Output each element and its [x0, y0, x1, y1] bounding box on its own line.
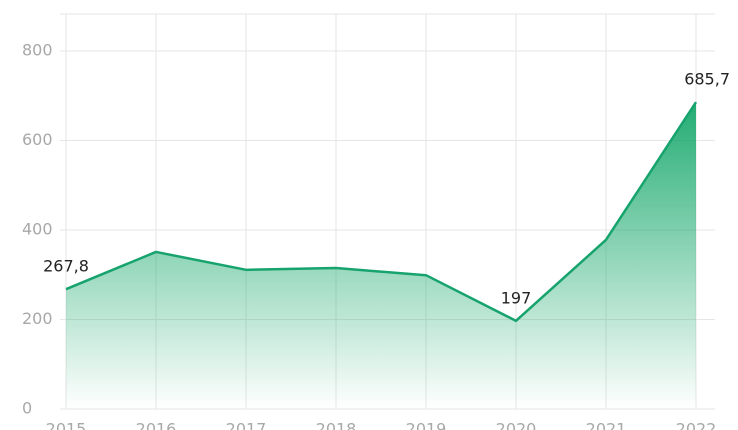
y-tick-label: 400 — [22, 220, 53, 239]
x-tick-label: 2016 — [136, 420, 177, 430]
y-tick-label: 0 — [22, 399, 32, 418]
y-tick-label: 600 — [22, 130, 53, 149]
line — [65, 101, 698, 323]
y-tick-label: 200 — [22, 309, 53, 328]
x-tick-label: 2020 — [496, 420, 537, 430]
x-tick-label: 2022 — [676, 420, 717, 430]
value-label: 267,8 — [43, 257, 89, 276]
x-tick-label: 2015 — [46, 420, 87, 430]
value-label: 197 — [501, 288, 532, 307]
x-tick-label: 2021 — [586, 420, 627, 430]
x-tick-label: 2019 — [406, 420, 447, 430]
y-tick-label: 800 — [22, 41, 53, 60]
value-label: 685,7 — [684, 70, 730, 89]
area-fill — [66, 102, 696, 410]
x-tick-label: 2017 — [226, 420, 267, 430]
x-tick-label: 2018 — [316, 420, 357, 430]
